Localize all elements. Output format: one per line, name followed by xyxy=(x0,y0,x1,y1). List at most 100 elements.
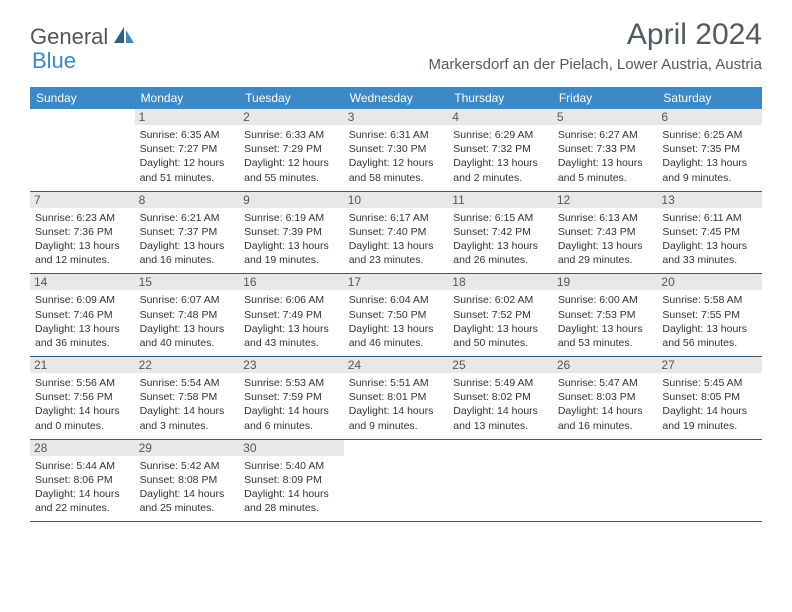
day-number: 16 xyxy=(239,274,344,290)
day-cell: 25Sunrise: 5:49 AMSunset: 8:02 PMDayligh… xyxy=(448,357,553,439)
day-cell: 27 Sunrise: 5:45 AMSunset: 8:05 PMDayligh… xyxy=(657,357,762,439)
day-detail-line: and 0 minutes. xyxy=(35,419,130,433)
day-detail-line: Sunset: 7:52 PM xyxy=(453,308,548,322)
day-cell xyxy=(553,440,658,522)
day-number: 30 xyxy=(239,440,344,456)
day-detail-line: Sunset: 8:09 PM xyxy=(244,473,339,487)
day-detail-line: and 40 minutes. xyxy=(140,336,235,350)
week-row: 28Sunrise: 5:44 AMSunset: 8:06 PMDayligh… xyxy=(30,440,762,523)
day-detail-line: Daylight: 13 hours xyxy=(453,156,548,170)
day-number: 10 xyxy=(344,192,449,208)
title-block: April 2024 Markersdorf an der Pielach, L… xyxy=(429,18,763,73)
day-detail-line: and 13 minutes. xyxy=(453,419,548,433)
day-cell: 29Sunrise: 5:42 AMSunset: 8:08 PMDayligh… xyxy=(135,440,240,522)
day-detail-line: Daylight: 13 hours xyxy=(662,156,757,170)
day-detail-line: Daylight: 13 hours xyxy=(558,156,653,170)
day-detail-line: and 5 minutes. xyxy=(558,171,653,185)
day-number: 26 xyxy=(553,357,658,373)
weekday-header: Thursday xyxy=(448,87,553,109)
day-number: 5 xyxy=(553,109,658,125)
day-cell: 12Sunrise: 6:13 AMSunset: 7:43 PMDayligh… xyxy=(553,192,658,274)
logo: General xyxy=(30,18,137,50)
day-number: 29 xyxy=(135,440,240,456)
day-detail-line: Sunset: 8:06 PM xyxy=(35,473,130,487)
day-detail-line: Sunset: 7:46 PM xyxy=(35,308,130,322)
location-text: Markersdorf an der Pielach, Lower Austri… xyxy=(429,56,763,73)
day-detail-line: Sunset: 7:40 PM xyxy=(349,225,444,239)
day-cell: 3Sunrise: 6:31 AMSunset: 7:30 PMDaylight… xyxy=(344,109,449,191)
day-detail-line: Sunrise: 6:29 AM xyxy=(453,128,548,142)
day-cell: 11Sunrise: 6:15 AMSunset: 7:42 PMDayligh… xyxy=(448,192,553,274)
day-number: 13 xyxy=(657,192,762,208)
day-detail-line: Sunrise: 5:45 AM xyxy=(662,376,757,390)
day-cell: 15Sunrise: 6:07 AMSunset: 7:48 PMDayligh… xyxy=(135,274,240,356)
day-detail-line: Daylight: 13 hours xyxy=(35,239,130,253)
day-detail-line: Sunrise: 5:40 AM xyxy=(244,459,339,473)
day-detail-line: Daylight: 12 hours xyxy=(349,156,444,170)
day-detail-line: Sunrise: 6:09 AM xyxy=(35,293,130,307)
weekday-header: Sunday xyxy=(30,87,135,109)
day-detail-line: Daylight: 14 hours xyxy=(244,487,339,501)
day-detail-line: Sunset: 7:53 PM xyxy=(558,308,653,322)
day-detail-line: and 3 minutes. xyxy=(140,419,235,433)
day-detail-line: Sunset: 8:05 PM xyxy=(662,390,757,404)
week-row: 1Sunrise: 6:35 AMSunset: 7:27 PMDaylight… xyxy=(30,109,762,192)
day-detail-line: Sunrise: 5:49 AM xyxy=(453,376,548,390)
day-detail-line: Sunset: 8:02 PM xyxy=(453,390,548,404)
day-detail-line: Sunset: 7:42 PM xyxy=(453,225,548,239)
day-detail-line: Sunrise: 6:04 AM xyxy=(349,293,444,307)
day-cell: 6Sunrise: 6:25 AMSunset: 7:35 PMDaylight… xyxy=(657,109,762,191)
day-detail-line: Daylight: 14 hours xyxy=(35,487,130,501)
day-detail-line: and 50 minutes. xyxy=(453,336,548,350)
day-detail-line: Daylight: 14 hours xyxy=(662,404,757,418)
day-detail-line: Sunrise: 5:53 AM xyxy=(244,376,339,390)
day-detail-line: Daylight: 12 hours xyxy=(244,156,339,170)
day-number: 21 xyxy=(30,357,135,373)
day-detail-line: Daylight: 13 hours xyxy=(453,322,548,336)
day-cell xyxy=(448,440,553,522)
day-detail-line: Daylight: 13 hours xyxy=(349,239,444,253)
day-detail-line: and 2 minutes. xyxy=(453,171,548,185)
day-cell xyxy=(344,440,449,522)
day-detail-line: Sunrise: 6:19 AM xyxy=(244,211,339,225)
day-detail-line: Sunrise: 6:07 AM xyxy=(140,293,235,307)
day-detail-line: Sunset: 8:03 PM xyxy=(558,390,653,404)
day-detail-line: Daylight: 13 hours xyxy=(140,322,235,336)
day-detail-line: and 16 minutes. xyxy=(558,419,653,433)
day-detail-line: Daylight: 13 hours xyxy=(244,239,339,253)
day-number: 27 xyxy=(657,357,762,373)
day-detail-line: and 58 minutes. xyxy=(349,171,444,185)
day-detail-line: Sunrise: 6:23 AM xyxy=(35,211,130,225)
page-header: General April 2024 Markersdorf an der Pi… xyxy=(0,0,792,79)
day-detail-line: Daylight: 12 hours xyxy=(140,156,235,170)
month-title: April 2024 xyxy=(429,18,763,52)
day-detail-line: and 43 minutes. xyxy=(244,336,339,350)
day-detail-line: Sunset: 7:56 PM xyxy=(35,390,130,404)
day-detail-line: and 12 minutes. xyxy=(35,253,130,267)
day-detail-line: Sunset: 7:58 PM xyxy=(140,390,235,404)
week-row: 21 Sunrise: 5:56 AMSunset: 7:56 PM Dayligh… xyxy=(30,357,762,440)
day-number: 19 xyxy=(553,274,658,290)
day-cell: 8Sunrise: 6:21 AMSunset: 7:37 PMDaylight… xyxy=(135,192,240,274)
day-detail-line: Sunrise: 5:44 AM xyxy=(35,459,130,473)
day-detail-line: and 9 minutes. xyxy=(349,419,444,433)
day-detail-line: Sunset: 7:55 PM xyxy=(662,308,757,322)
day-detail-line: Daylight: 14 hours xyxy=(244,404,339,418)
day-number: 2 xyxy=(239,109,344,125)
day-detail-line: Daylight: 14 hours xyxy=(453,404,548,418)
day-detail-line: and 9 minutes. xyxy=(662,171,757,185)
day-detail-line: Sunrise: 5:51 AM xyxy=(349,376,444,390)
day-detail-line: Daylight: 14 hours xyxy=(140,487,235,501)
day-detail-line: Sunrise: 5:56 AM xyxy=(35,376,130,390)
day-detail-line: Sunset: 7:35 PM xyxy=(662,142,757,156)
day-detail-line: Sunrise: 6:00 AM xyxy=(558,293,653,307)
day-cell: 19 Sunrise: 6:00 AMSunset: 7:53 PMDayligh… xyxy=(553,274,658,356)
day-cell xyxy=(657,440,762,522)
day-number: 9 xyxy=(239,192,344,208)
day-detail-line: Daylight: 13 hours xyxy=(558,322,653,336)
day-number: 3 xyxy=(344,109,449,125)
day-detail-line: and 56 minutes. xyxy=(662,336,757,350)
day-detail-line: and 26 minutes. xyxy=(453,253,548,267)
day-number: 18 xyxy=(448,274,553,290)
day-detail-line: Daylight: 13 hours xyxy=(453,239,548,253)
